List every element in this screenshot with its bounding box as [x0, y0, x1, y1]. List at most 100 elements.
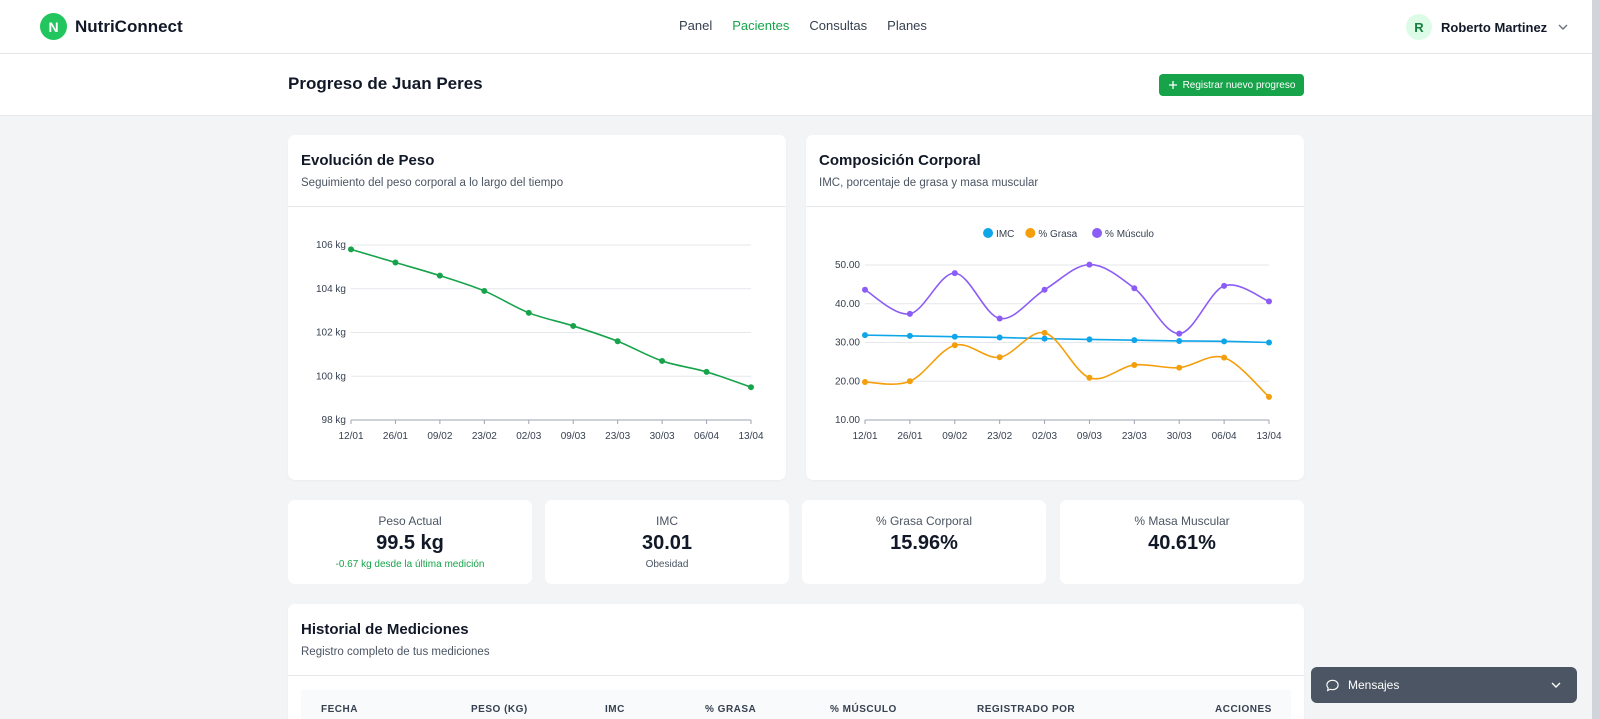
data-point [1266, 298, 1272, 305]
column-header-registered-by[interactable]: REGISTRADO POR [977, 704, 1076, 715]
main-nav: Panel Pacientes Consultas Planes [679, 18, 927, 33]
data-point [1041, 335, 1048, 342]
data-point [1041, 329, 1048, 336]
column-header-actions: ACCIONES [1215, 704, 1272, 715]
series-line [350, 248, 752, 388]
weight-card-subtitle: Seguimiento del peso corporal a lo largo… [301, 177, 564, 189]
stat-note: Obesidad [645, 559, 689, 570]
y-tick-label: 10.00 [835, 415, 860, 426]
legend-swatch [1025, 228, 1036, 238]
column-header-muscle[interactable]: % MÚSCULO [830, 704, 897, 715]
stat-label: Peso Actual [378, 514, 442, 528]
stat-card-imc: IMC 30.01 Obesidad [545, 500, 789, 584]
avatar: R [1406, 14, 1432, 40]
page-title: Progreso de Juan Peres [288, 74, 483, 93]
weight-chart-card: Evolución de Peso Seguimiento del peso c… [288, 135, 786, 480]
chevron-down-icon[interactable] [1549, 678, 1563, 692]
legend-label: % Grasa [1038, 229, 1077, 240]
x-tick-label: 26/01 [897, 431, 922, 442]
nav-item-planes[interactable]: Planes [887, 18, 927, 33]
legend-label: IMC [996, 229, 1014, 240]
composition-card-subtitle: IMC, porcentaje de grasa y masa muscular [819, 177, 1039, 189]
data-point [1266, 393, 1272, 400]
data-point [1086, 261, 1093, 268]
nav-item-pacientes[interactable]: Pacientes [732, 18, 790, 33]
data-point [906, 310, 913, 317]
column-header-weight[interactable]: PESO (KG) [471, 704, 528, 715]
x-tick-label: 23/03 [1122, 431, 1147, 442]
legend-swatch [1092, 228, 1103, 238]
messages-widget[interactable]: Mensajes [1311, 667, 1577, 703]
data-point [951, 342, 958, 349]
x-tick-label: 23/02 [987, 431, 1012, 442]
data-point [348, 246, 354, 253]
data-point [996, 354, 1003, 361]
stat-value: 15.96% [890, 532, 958, 554]
series-line [864, 334, 1270, 344]
chat-icon [1326, 679, 1339, 691]
x-tick-label: 02/03 [516, 431, 541, 442]
y-tick-label: 20.00 [835, 376, 860, 387]
y-tick-label: 106 kg [316, 240, 346, 251]
data-point [862, 379, 868, 386]
x-tick-label: 09/02 [942, 431, 967, 442]
data-point [1266, 339, 1272, 346]
column-header-imc[interactable]: IMC [605, 704, 625, 715]
legend-swatch [983, 228, 994, 238]
x-tick-label: 09/03 [561, 431, 586, 442]
register-progress-label: Registrar nuevo progreso [1182, 79, 1296, 91]
data-point [392, 259, 399, 266]
brand-logo: N [40, 13, 67, 40]
x-tick-label: 26/01 [383, 431, 408, 442]
x-tick-label: 06/04 [694, 431, 719, 442]
legend-label: % Músculo [1105, 229, 1154, 240]
stat-value: 99.5 kg [376, 532, 444, 554]
brand[interactable]: N NutriConnect [40, 13, 183, 40]
stat-label: IMC [656, 514, 678, 528]
data-point [659, 357, 666, 364]
data-point [436, 272, 443, 279]
weight-chart: 98 kg 100 kg 102 kg 104 kg 106 kg 12/01 26/01 0… [316, 240, 764, 442]
x-tick-label: 09/02 [427, 431, 452, 442]
user-menu[interactable]: R Roberto Martinez [1406, 14, 1570, 40]
nav-item-panel[interactable]: Panel [679, 18, 713, 33]
nav-item-consultas[interactable]: Consultas [809, 18, 868, 33]
user-name: Roberto Martinez [1441, 19, 1548, 35]
scrollbar[interactable] [1592, 0, 1600, 719]
stat-note: -0.67 kg desde la última medición [335, 559, 485, 570]
data-point [862, 286, 868, 293]
x-tick-label: 13/04 [738, 431, 763, 442]
data-point [481, 287, 488, 294]
chevron-down-icon[interactable] [1556, 20, 1570, 34]
column-header-fat[interactable]: % GRASA [705, 704, 757, 715]
column-header-date[interactable]: FECHA [321, 704, 358, 715]
data-point [1221, 282, 1228, 289]
data-point [906, 378, 913, 385]
x-tick-label: 30/03 [1167, 431, 1192, 442]
history-title: Historial de Mediciones [301, 621, 469, 638]
y-tick-label: 40.00 [835, 299, 860, 310]
data-point [1176, 337, 1183, 344]
composition-card-title: Composición Corporal [819, 152, 981, 169]
y-tick-label: 50.00 [835, 260, 860, 271]
data-point [1131, 285, 1138, 292]
register-progress-button[interactable]: Registrar nuevo progreso [1159, 74, 1304, 96]
data-point [996, 315, 1003, 322]
stat-value: 40.61% [1148, 532, 1216, 554]
stat-label: % Masa Muscular [1134, 514, 1230, 528]
weight-card-title: Evolución de Peso [301, 152, 435, 169]
y-tick-label: 98 kg [322, 415, 346, 426]
stat-card-fat: % Grasa Corporal 15.96% [802, 500, 1046, 584]
history-subtitle: Registro completo de tus mediciones [301, 646, 490, 658]
y-tick-label: 102 kg [316, 328, 346, 339]
data-point [1221, 354, 1228, 361]
data-point [703, 368, 710, 375]
stat-card-muscle: % Masa Muscular 40.61% [1060, 500, 1304, 584]
history-table-header: FECHA PESO (KG) IMC % GRASA % MÚSCULO RE… [301, 690, 1291, 719]
data-point [951, 270, 958, 277]
messages-label: Mensajes [1348, 678, 1400, 692]
composition-chart: 10.00 20.00 30.00 40.00 50.00 12/01 26/01 09/02… [835, 228, 1282, 442]
data-point [1221, 338, 1228, 345]
data-point [1041, 286, 1048, 293]
y-tick-label: 30.00 [835, 338, 860, 349]
